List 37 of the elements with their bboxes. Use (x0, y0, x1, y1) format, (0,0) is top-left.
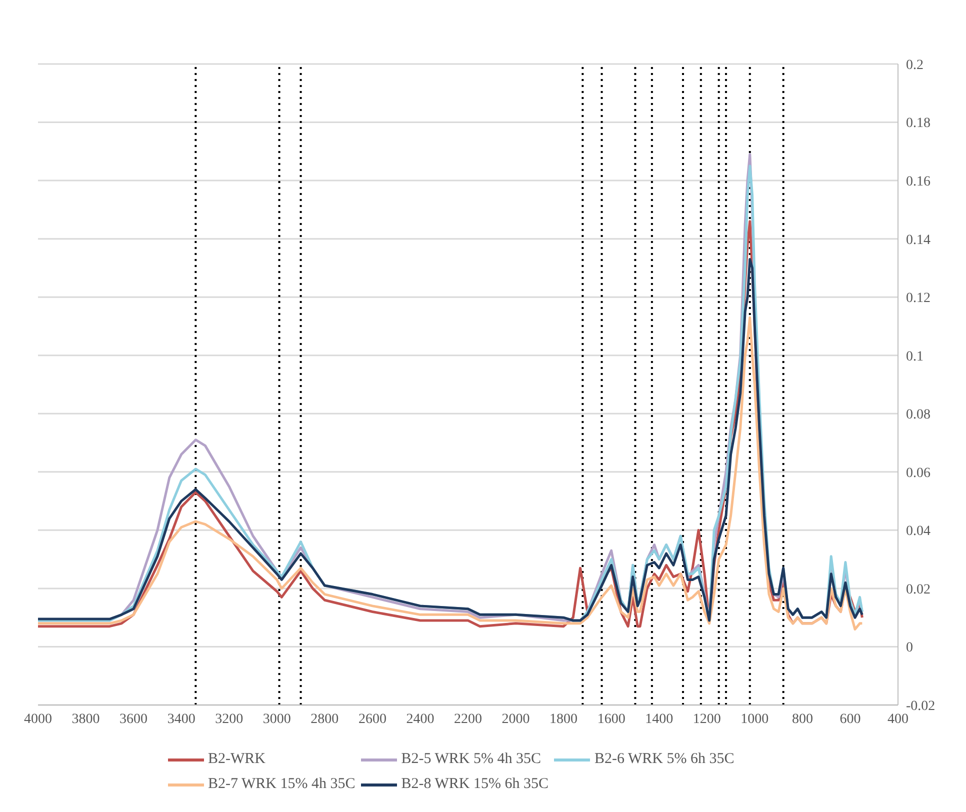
x-tick-label: 1200 (692, 712, 721, 727)
x-tick-label: 3800 (72, 712, 100, 727)
x-tick-label: 2000 (502, 712, 530, 727)
x-tick-label: 1800 (550, 712, 578, 727)
legend-label: B2-7 WRK 15% 4h 35C (208, 776, 356, 793)
x-tick-label: 2800 (310, 712, 339, 727)
y-tick-label: 0.08 (906, 408, 930, 423)
x-tick-label: 4000 (24, 712, 52, 727)
x-tick-label: 2600 (358, 712, 386, 727)
y-tick-label: 0.14 (906, 232, 930, 248)
legend-label: B2-8 WRK 15% 6h 35C (401, 776, 548, 793)
x-tick-label: 1000 (740, 712, 769, 727)
x-tick-label: 2400 (406, 712, 434, 727)
line-series (38, 316, 864, 630)
legend-label: B2-5 WRK 5% 4h 35C (401, 751, 541, 768)
y-tick-label: 0.18 (906, 116, 930, 132)
x-tick-label: 400 (888, 712, 908, 727)
y-tick-label: 0.06 (906, 466, 930, 481)
x-tick-label: 2200 (454, 712, 482, 727)
legend-label: B2-WRK (208, 751, 266, 768)
x-tick-label: 1400 (645, 712, 674, 727)
y-tick-label: 0.02 (906, 582, 930, 598)
x-tick-label: 800 (792, 712, 813, 727)
legend-label: B2-6 WRK 5% 6h 35C (594, 751, 734, 768)
x-tick-label: 600 (840, 712, 861, 727)
x-tick-label: 3200 (215, 712, 244, 727)
x-tick-label: 3000 (262, 712, 291, 727)
x-tick-label: 3600 (120, 712, 148, 727)
y-tick-label: 0.1 (906, 349, 924, 364)
x-tick-label: 3400 (167, 712, 196, 727)
y-tick-label: -0.02 (906, 698, 936, 714)
y-tick-label: 0.12 (906, 291, 930, 306)
x-tick-label: 1600 (597, 712, 626, 727)
y-tick-label: 0 (906, 640, 913, 656)
y-tick-label: 0.16 (906, 174, 930, 190)
y-tick-label: 0.04 (906, 524, 930, 540)
y-tick-label: 0.2 (906, 58, 924, 73)
